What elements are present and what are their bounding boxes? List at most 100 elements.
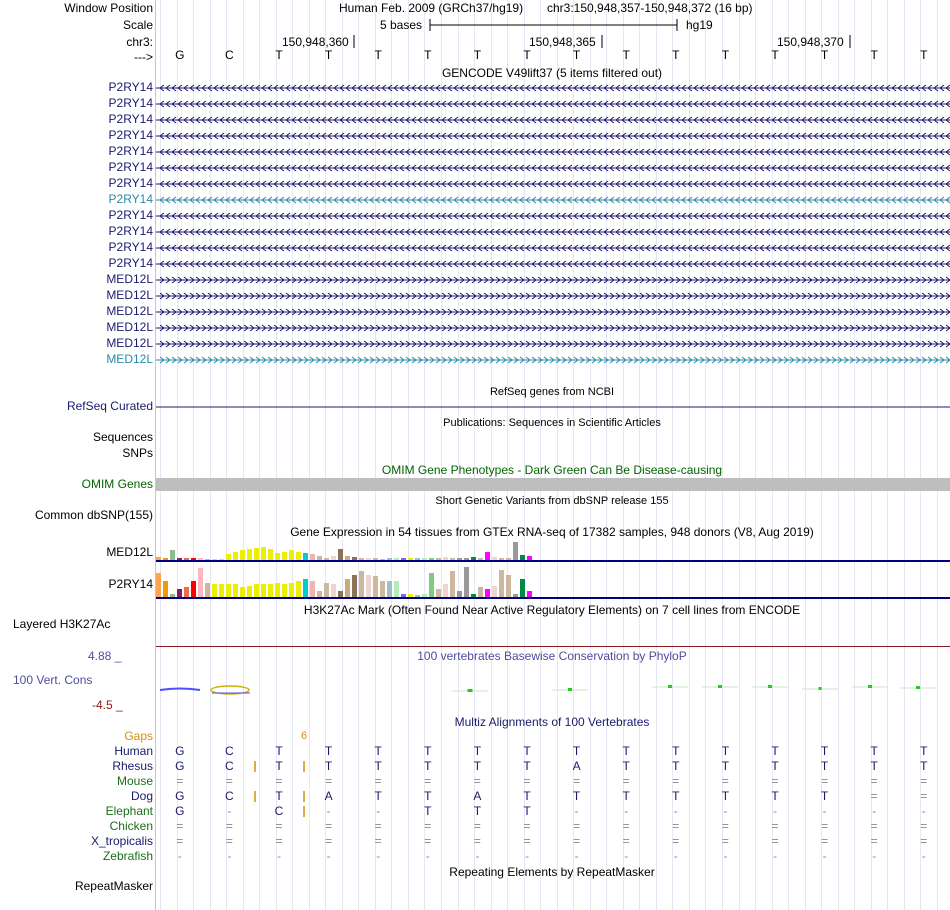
- multiz-base: T: [771, 789, 779, 803]
- phylop-track-label[interactable]: 100 Vert. Cons: [13, 673, 93, 687]
- multiz-base: -: [723, 804, 728, 818]
- publications-label-snps[interactable]: SNPs: [122, 446, 153, 460]
- gencode-gene-label[interactable]: MED12L: [106, 336, 153, 350]
- grid-line: [573, 0, 574, 910]
- h3k27ac-track-label[interactable]: Layered H3K27Ac: [13, 617, 111, 631]
- multiz-species-label[interactable]: Elephant: [105, 804, 153, 818]
- reference-base: T: [275, 48, 283, 62]
- coord-tick-1: 150,948,360: [282, 35, 349, 49]
- reference-base: T: [920, 48, 928, 62]
- gencode-gene-label[interactable]: P2RY14: [108, 256, 153, 270]
- repeatmasker-track-label[interactable]: RepeatMasker: [74, 879, 153, 893]
- multiz-base: T: [920, 744, 928, 758]
- multiz-species-label[interactable]: Human: [114, 744, 153, 758]
- gencode-strand-arrows: [159, 324, 950, 332]
- multiz-base: T: [920, 759, 928, 773]
- multiz-base: T: [721, 789, 730, 803]
- multiz-base: T: [820, 744, 829, 758]
- multiz-base: =: [275, 834, 283, 848]
- gtex-bar: [464, 567, 469, 597]
- gtex-bar: [457, 591, 462, 597]
- gencode-gene-label[interactable]: MED12L: [106, 304, 153, 318]
- grid-line: [887, 0, 888, 910]
- multiz-species-label[interactable]: Chicken: [109, 819, 153, 833]
- gencode-gene-label[interactable]: MED12L: [106, 352, 153, 366]
- multiz-base: =: [920, 819, 928, 833]
- dbsnp-track-label[interactable]: Common dbSNP(155): [34, 508, 153, 522]
- multiz-species-label[interactable]: Dog: [130, 789, 153, 803]
- multiz-base: =: [821, 774, 829, 788]
- gtex-gene-label-med12l[interactable]: MED12L: [106, 545, 153, 559]
- multiz-base: -: [574, 804, 579, 818]
- gtex-bar: [338, 549, 343, 560]
- gtex-bar: [408, 558, 413, 560]
- reference-base: T: [473, 48, 482, 62]
- multiz-base: =: [225, 774, 233, 788]
- gencode-strand-arrows: [159, 340, 950, 348]
- gtex-bar: [156, 573, 161, 597]
- gtex-bar: [471, 594, 476, 597]
- gtex-bar: [261, 547, 266, 560]
- gencode-gene-label[interactable]: P2RY14: [108, 80, 153, 94]
- gtex-bar: [191, 558, 196, 560]
- multiz-base: C: [225, 759, 234, 773]
- gencode-gene-label[interactable]: P2RY14: [108, 112, 153, 126]
- gtex-bar: [345, 579, 350, 597]
- multiz-species-label[interactable]: Rhesus: [112, 759, 153, 773]
- gencode-gene-label[interactable]: P2RY14: [108, 144, 153, 158]
- multiz-base: C: [225, 789, 234, 803]
- multiz-base: =: [771, 774, 779, 788]
- publications-label-sequences[interactable]: Sequences: [92, 430, 153, 444]
- multiz-base: T: [374, 744, 382, 758]
- gencode-strand-arrows: [159, 228, 950, 236]
- gtex-bar: [373, 576, 378, 597]
- gencode-gene-label[interactable]: MED12L: [106, 288, 153, 302]
- multiz-base: T: [622, 789, 630, 803]
- refseq-track-label[interactable]: RefSeq Curated: [66, 399, 153, 413]
- multiz-species-label[interactable]: Zebrafish: [102, 849, 153, 863]
- grid-line: [590, 0, 591, 910]
- gtex-bar: [373, 558, 378, 560]
- gencode-gene-label[interactable]: P2RY14: [108, 160, 153, 174]
- multiz-base: =: [275, 819, 283, 833]
- gtex-bar: [366, 575, 371, 597]
- gencode-gene-label[interactable]: P2RY14: [108, 192, 153, 206]
- gtex-bar: [296, 552, 301, 560]
- multiz-base: -: [921, 849, 926, 863]
- grid-line: [424, 0, 425, 910]
- gtex-gene-label-p2ry14[interactable]: P2RY14: [108, 577, 153, 591]
- gencode-gene-label[interactable]: P2RY14: [108, 224, 153, 238]
- gtex-bar: [443, 584, 448, 597]
- gencode-gene-label[interactable]: P2RY14: [108, 240, 153, 254]
- gencode-gene-label[interactable]: P2RY14: [108, 176, 153, 190]
- gencode-gene-label[interactable]: P2RY14: [108, 96, 153, 110]
- gtex-bar: [471, 557, 476, 560]
- gtex-bar: [464, 558, 469, 560]
- omim-track-label[interactable]: OMIM Genes: [81, 477, 153, 491]
- omim-gene-bar[interactable]: [156, 478, 950, 491]
- multiz-base: -: [773, 804, 777, 818]
- multiz-species-label[interactable]: Mouse: [116, 774, 153, 788]
- reference-base: T: [820, 48, 829, 62]
- multiz-base: =: [523, 834, 531, 848]
- multiz-track-title: Multiz Alignments of 100 Vertebrates: [454, 715, 650, 729]
- grid-line: [458, 0, 459, 910]
- gencode-gene-label[interactable]: P2RY14: [108, 128, 153, 142]
- gencode-gene-label[interactable]: MED12L: [106, 272, 153, 286]
- multiz-species-label[interactable]: X_tropicalis: [90, 834, 153, 848]
- grid-line: [755, 0, 756, 910]
- multiz-base: =: [870, 834, 878, 848]
- gtex-bar: [338, 591, 343, 597]
- gencode-strand-arrows: [159, 212, 950, 220]
- gtex-bar: [394, 581, 399, 597]
- grid-line: [540, 0, 541, 910]
- gtex-bar: [499, 558, 504, 560]
- gtex-bar: [289, 550, 294, 560]
- gtex-bar: [415, 595, 420, 597]
- gencode-gene-label[interactable]: P2RY14: [108, 208, 153, 222]
- grid-line: [854, 0, 855, 910]
- grid-line: [391, 0, 392, 910]
- gencode-gene-label[interactable]: MED12L: [106, 320, 153, 334]
- gencode-strand-arrows: [159, 308, 950, 316]
